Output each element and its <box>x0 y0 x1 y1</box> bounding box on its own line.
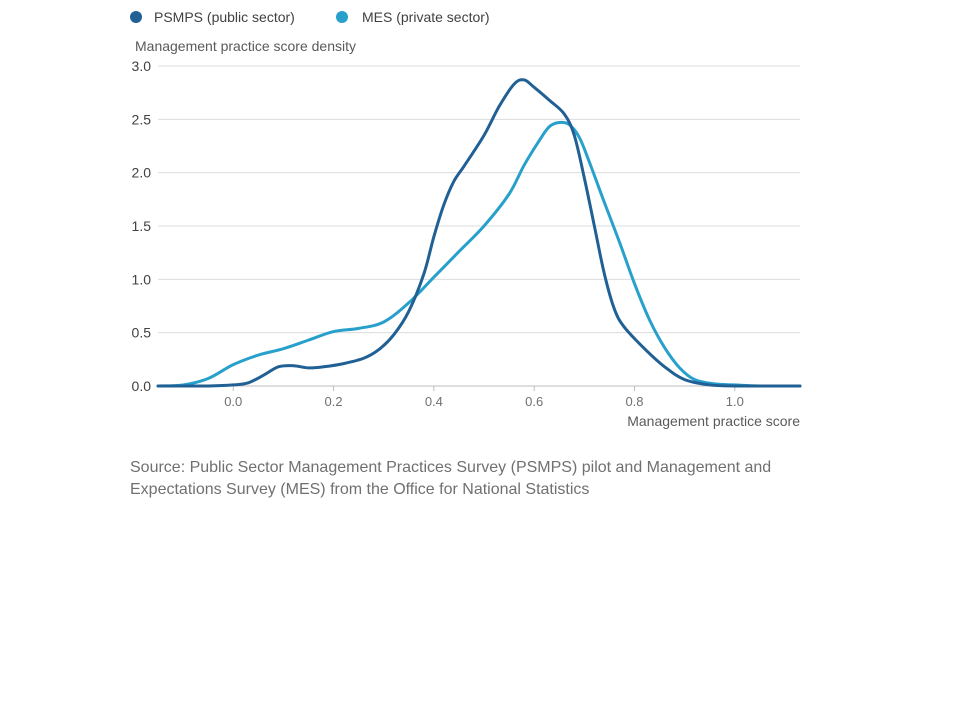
x-tick-label: 0.8 <box>625 394 643 409</box>
y-axis-title: Management practice score density <box>135 38 356 54</box>
x-tick-label: 1.0 <box>726 394 744 409</box>
y-tick-label: 0.0 <box>132 378 152 394</box>
y-tick-label: 0.5 <box>132 325 152 341</box>
source-note: Source: Public Sector Management Practic… <box>130 459 772 498</box>
y-axis-ticks: 0.0 0.5 1.0 1.5 2.0 2.5 3.0 <box>132 58 152 394</box>
legend-label-psmps: PSMPS (public sector) <box>154 9 295 25</box>
y-tick-label: 3.0 <box>132 58 152 74</box>
y-tick-label: 1.5 <box>132 218 152 234</box>
x-tick-label: 0.6 <box>525 394 543 409</box>
density-chart: PSMPS (public sector) MES (private secto… <box>130 9 802 429</box>
y-tick-label: 2.5 <box>132 111 152 127</box>
gridlines <box>158 65 800 387</box>
legend-marker-mes <box>336 11 348 23</box>
x-tick-label: 0.0 <box>224 394 242 409</box>
series-line-psmps <box>156 78 802 388</box>
series-line-mes <box>156 120 802 388</box>
x-axis-title: Management practice score <box>627 413 800 429</box>
legend-label-mes: MES (private sector) <box>362 9 490 25</box>
y-tick-label: 1.0 <box>132 271 152 287</box>
legend-marker-psmps <box>130 11 142 23</box>
y-tick-label: 2.0 <box>132 165 152 181</box>
x-tick-label: 0.4 <box>425 394 443 409</box>
legend: PSMPS (public sector) MES (private secto… <box>130 9 490 25</box>
x-axis-ticks: 0.0 0.2 0.4 0.6 0.8 1.0 <box>224 386 744 409</box>
x-tick-label: 0.2 <box>325 394 343 409</box>
series-lines <box>156 78 802 388</box>
